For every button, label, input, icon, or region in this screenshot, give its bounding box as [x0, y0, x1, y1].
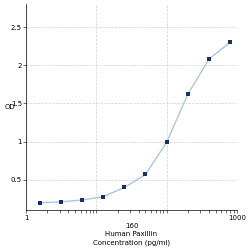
X-axis label: 160
Human Paxillin
Concentration (pg/ml): 160 Human Paxillin Concentration (pg/ml)	[93, 223, 170, 246]
Point	[144, 172, 148, 176]
Point	[228, 40, 232, 44]
Point	[207, 57, 211, 61]
Point	[101, 195, 105, 199]
Point	[38, 201, 42, 205]
Point	[122, 186, 126, 190]
Point	[164, 140, 168, 144]
Point	[186, 92, 190, 96]
Point	[80, 198, 84, 202]
Point	[59, 200, 63, 204]
Y-axis label: OD: OD	[4, 104, 15, 110]
